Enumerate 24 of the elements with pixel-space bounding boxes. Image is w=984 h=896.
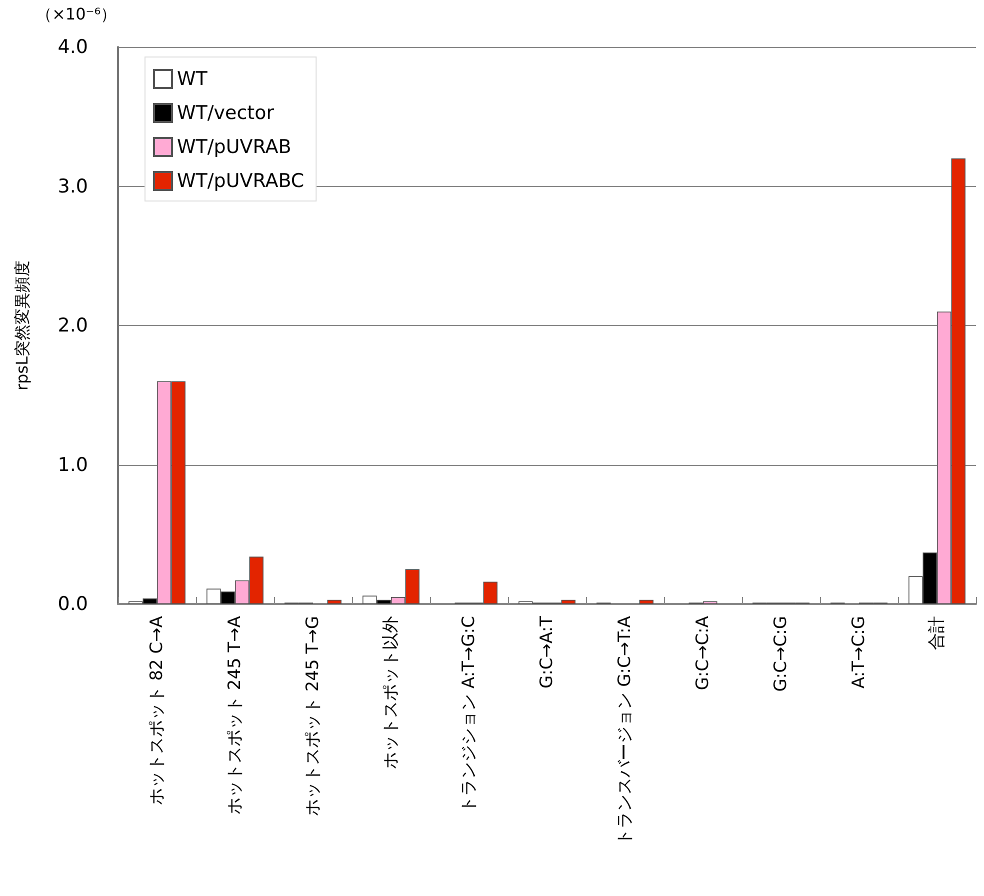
x-tick-label: トランスバージョン G:C→T:A — [615, 616, 635, 846]
legend-label: WT/pUVRAB — [177, 136, 292, 158]
x-tick-label: ホットスポット 245 T→A — [225, 616, 245, 815]
y-tick-label: 0.0 — [58, 593, 88, 615]
legend-label: WT/pUVRABC — [177, 170, 304, 192]
bar — [327, 600, 342, 604]
y-tick-label: 4.0 — [58, 36, 88, 58]
y-tick-label: 2.0 — [58, 314, 88, 336]
legend-label: WT — [177, 68, 208, 90]
legend-label: WT/vector — [177, 102, 274, 124]
x-tick-label: トランジション A:T→G:C — [459, 616, 479, 813]
x-tick-label: G:C→C:G — [771, 616, 791, 692]
x-tick-label: ホットスポット 245 T→G — [303, 616, 323, 816]
x-tick-label: G:C→A:T — [537, 615, 557, 688]
bar — [639, 600, 654, 604]
x-tick-label: G:C→C:A — [693, 616, 713, 690]
text: （×10⁻⁶） — [36, 4, 117, 24]
x-tick-label: 合計 — [927, 616, 947, 650]
y-tick-label: 1.0 — [58, 454, 88, 476]
y-axis-title: rpsL突然変異頻度 — [12, 260, 32, 390]
x-tick-label: ホットスポット以外 — [381, 616, 401, 769]
y-tick-label: 3.0 — [58, 175, 88, 198]
x-tick-label: ホットスポット 82 C→A — [147, 616, 167, 806]
x-tick-label: A:T→C:G — [849, 616, 869, 688]
